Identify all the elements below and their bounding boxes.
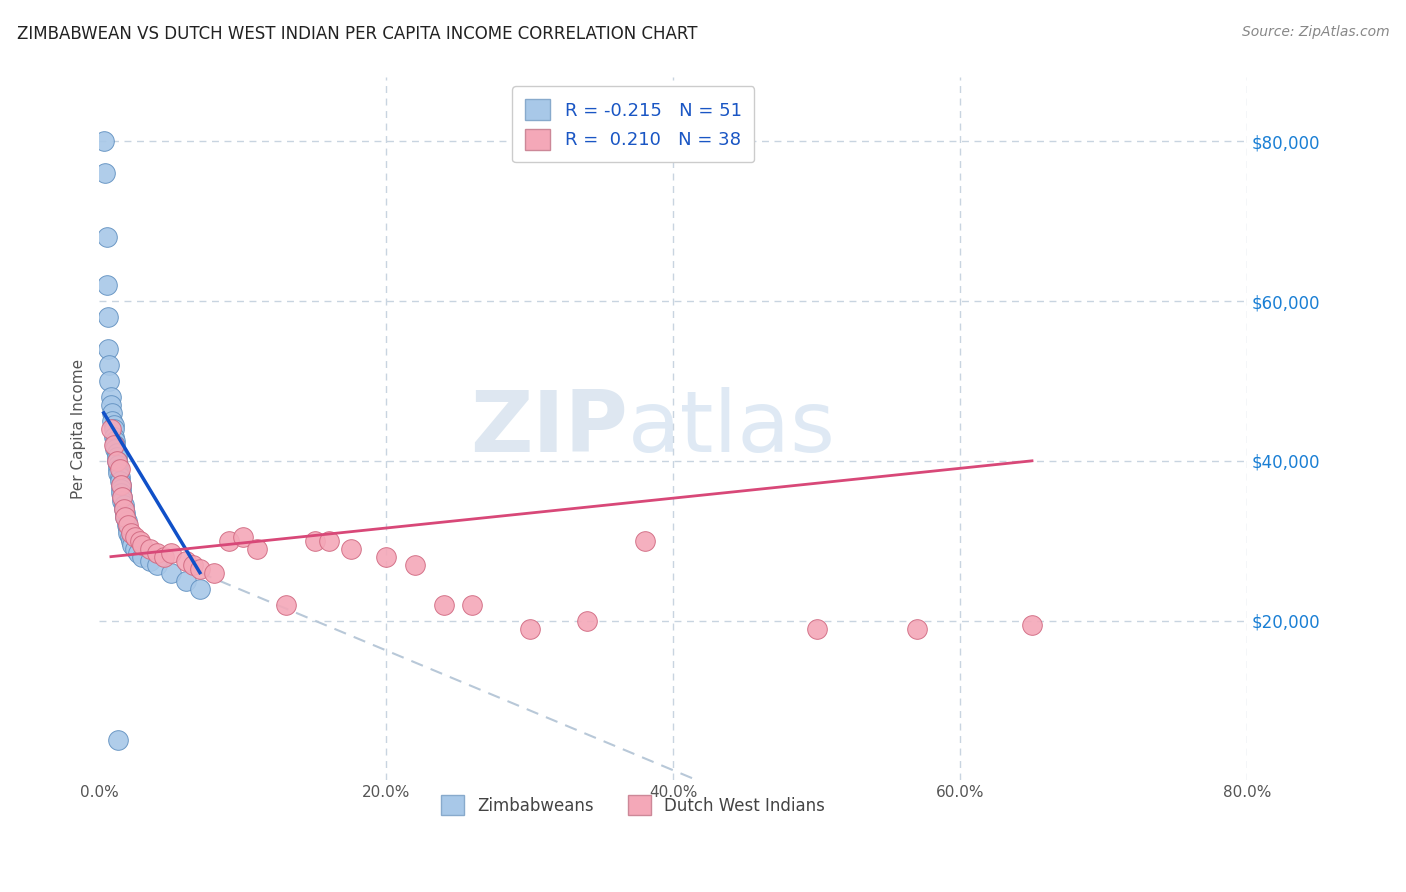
Point bbox=[94, 166, 117, 180]
Point bbox=[98, 374, 121, 388]
Point bbox=[105, 446, 128, 460]
Point bbox=[124, 530, 146, 544]
Point bbox=[274, 598, 297, 612]
Point bbox=[108, 470, 131, 484]
Point bbox=[375, 549, 398, 564]
Point bbox=[160, 566, 183, 580]
Point bbox=[112, 498, 135, 512]
Point bbox=[304, 533, 326, 548]
Point bbox=[105, 454, 128, 468]
Point bbox=[104, 438, 127, 452]
Point bbox=[97, 342, 120, 356]
Point bbox=[218, 533, 240, 548]
Legend: Zimbabweans, Dutch West Indians: Zimbabweans, Dutch West Indians bbox=[432, 786, 835, 825]
Point bbox=[111, 490, 134, 504]
Point bbox=[101, 406, 124, 420]
Point bbox=[112, 501, 135, 516]
Point bbox=[111, 490, 134, 504]
Point bbox=[404, 558, 426, 572]
Point bbox=[97, 310, 120, 324]
Y-axis label: Per Capita Income: Per Capita Income bbox=[72, 359, 86, 499]
Point bbox=[433, 598, 456, 612]
Point bbox=[138, 554, 160, 568]
Point bbox=[124, 541, 146, 556]
Point bbox=[1021, 617, 1043, 632]
Point bbox=[110, 485, 132, 500]
Point bbox=[202, 566, 225, 580]
Point bbox=[114, 509, 136, 524]
Text: ZIP: ZIP bbox=[470, 387, 627, 470]
Point bbox=[146, 558, 169, 572]
Point bbox=[93, 134, 115, 148]
Point bbox=[181, 558, 204, 572]
Point bbox=[100, 390, 122, 404]
Point bbox=[318, 533, 340, 548]
Point bbox=[103, 430, 125, 444]
Point bbox=[114, 506, 136, 520]
Point bbox=[101, 414, 124, 428]
Point bbox=[118, 530, 141, 544]
Point bbox=[104, 434, 127, 448]
Point bbox=[96, 278, 118, 293]
Point bbox=[127, 546, 149, 560]
Point bbox=[103, 417, 125, 432]
Point bbox=[146, 546, 169, 560]
Point bbox=[107, 462, 129, 476]
Text: atlas: atlas bbox=[627, 387, 835, 470]
Point bbox=[110, 477, 132, 491]
Point bbox=[633, 533, 655, 548]
Point bbox=[188, 582, 211, 596]
Point bbox=[103, 438, 125, 452]
Point bbox=[174, 554, 197, 568]
Point bbox=[115, 514, 138, 528]
Point bbox=[112, 501, 135, 516]
Point bbox=[128, 533, 150, 548]
Point bbox=[461, 598, 484, 612]
Point bbox=[160, 546, 183, 560]
Point bbox=[107, 466, 129, 480]
Point bbox=[114, 509, 136, 524]
Point bbox=[107, 733, 129, 747]
Point bbox=[105, 454, 128, 468]
Text: Source: ZipAtlas.com: Source: ZipAtlas.com bbox=[1241, 25, 1389, 39]
Point bbox=[153, 549, 176, 564]
Point bbox=[108, 462, 131, 476]
Point bbox=[120, 525, 142, 540]
Point bbox=[188, 561, 211, 575]
Point bbox=[117, 525, 139, 540]
Point bbox=[131, 549, 153, 564]
Point bbox=[96, 230, 118, 244]
Point bbox=[905, 622, 928, 636]
Point bbox=[110, 482, 132, 496]
Point bbox=[246, 541, 269, 556]
Point bbox=[576, 614, 599, 628]
Point bbox=[103, 422, 125, 436]
Point bbox=[232, 530, 254, 544]
Point bbox=[108, 474, 131, 488]
Point bbox=[117, 522, 139, 536]
Point bbox=[110, 477, 132, 491]
Point bbox=[174, 574, 197, 588]
Text: ZIMBABWEAN VS DUTCH WEST INDIAN PER CAPITA INCOME CORRELATION CHART: ZIMBABWEAN VS DUTCH WEST INDIAN PER CAPI… bbox=[17, 25, 697, 43]
Point bbox=[131, 538, 153, 552]
Point bbox=[339, 541, 361, 556]
Point bbox=[115, 517, 138, 532]
Point bbox=[138, 541, 160, 556]
Point bbox=[105, 450, 128, 464]
Point bbox=[121, 538, 143, 552]
Point bbox=[806, 622, 828, 636]
Point bbox=[100, 422, 122, 436]
Point bbox=[519, 622, 541, 636]
Point bbox=[111, 493, 134, 508]
Point bbox=[104, 442, 127, 456]
Point bbox=[98, 358, 121, 372]
Point bbox=[100, 398, 122, 412]
Point bbox=[107, 458, 129, 472]
Point bbox=[117, 517, 139, 532]
Point bbox=[120, 533, 142, 548]
